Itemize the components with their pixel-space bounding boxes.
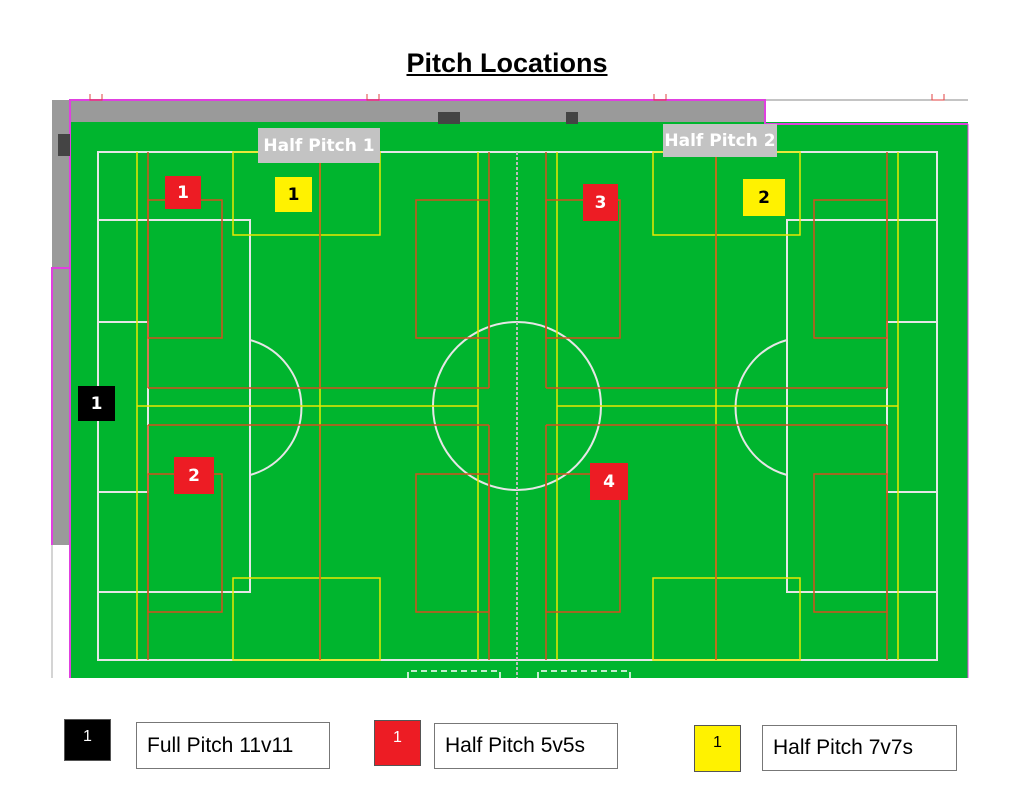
red-marker-2: 2: [174, 457, 214, 494]
yellow-marker-1: 1: [275, 177, 312, 212]
page-title: Pitch Locations: [406, 48, 608, 78]
red-marker-1: 1: [165, 176, 201, 209]
full-pitch-marker-1: 1: [78, 386, 115, 421]
legend-label-full: Full Pitch 11v11: [136, 722, 330, 769]
half-pitch-2-label: Half Pitch 2: [663, 124, 777, 157]
legend-label-7v7: Half Pitch 7v7s: [762, 725, 957, 771]
surround-left: [52, 100, 70, 545]
legend-label-5v5: Half Pitch 5v5s: [434, 723, 618, 769]
legend-swatch-7v7: 1: [694, 725, 741, 772]
grass: [70, 122, 968, 678]
fixture: [58, 134, 70, 156]
half-pitch-1-label: Half Pitch 1: [258, 128, 380, 163]
fixture: [438, 112, 460, 124]
red-marker-3: 3: [583, 184, 618, 221]
5v5-markings: [147, 152, 888, 660]
yellow-marker-2: 2: [743, 179, 785, 216]
legend-swatch-full: 1: [64, 719, 111, 761]
legend-swatch-5v5: 1: [374, 720, 421, 766]
fixture: [566, 112, 578, 124]
surround-top: [52, 100, 765, 124]
red-marker-4: 4: [590, 463, 628, 500]
